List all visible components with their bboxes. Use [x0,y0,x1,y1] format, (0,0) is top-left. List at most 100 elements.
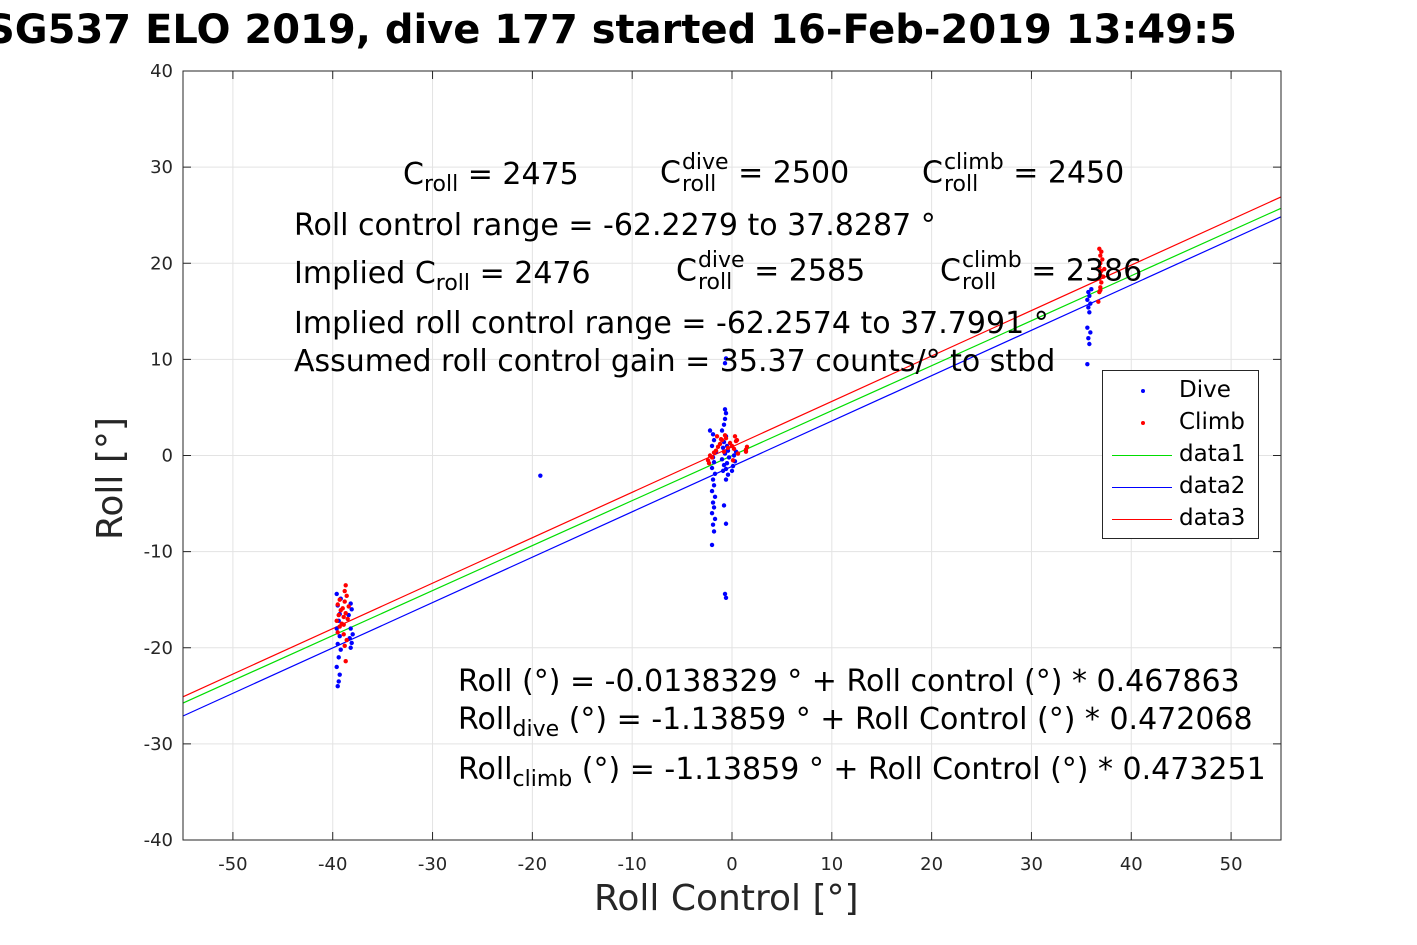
data-point-dive [336,679,341,684]
data-point-climb [336,612,341,618]
data-point-climb [717,441,723,447]
data-point-dive [337,634,342,639]
data-point-dive [1089,287,1094,292]
data-point-dive [1087,310,1092,315]
legend-item-data1: data1 [1103,439,1258,471]
fit-climb-annotation: Rollclimb (°) = -1.13859 ° + Roll Contro… [458,752,1266,792]
data-point-dive [711,460,717,465]
y-axis-label: Roll [°] [90,417,131,540]
data-point-climb [340,606,345,611]
data-point-dive [711,483,717,488]
data-point-dive [723,521,729,526]
data-point-dive [348,645,353,650]
y-tick-label: 20 [150,253,173,274]
data-point-climb [734,437,740,443]
series-points-climb [334,246,1107,664]
data-point-dive [334,591,339,597]
data-point-dive [709,510,715,516]
legend-label-data2: data2 [1179,473,1246,499]
y-tick-label: 40 [150,61,173,82]
data-point-climb [1098,287,1103,293]
data-point-dive [349,607,354,612]
chart-title: SG537 ELO 2019, dive 177 started 16-Feb-… [0,7,1237,53]
data-point-climb [343,659,348,664]
data-point-climb [346,604,351,609]
x-tick-label: -20 [518,854,547,875]
data-point-dive [335,684,340,689]
fit-dive-annotation: Rolldive (°) = -1.13859 ° + Roll Control… [458,702,1253,742]
legend-label-data3: data3 [1179,505,1246,531]
data-point-climb [343,610,348,616]
data-point-climb [732,434,738,439]
data-point-dive [721,422,727,427]
y-tick-label: 30 [150,157,173,178]
data-point-climb [735,451,741,456]
roll-control-range-annotation: Roll control range = -62.2279 to 37.8287… [294,208,936,243]
legend-label-data1: data1 [1179,441,1246,467]
legend-item-climb: Climb [1103,407,1258,439]
data-point-climb [1099,280,1104,285]
data-point-climb [718,436,724,442]
y-tick-label: -30 [144,734,173,755]
data-point-climb [725,445,731,451]
data-point-climb [342,599,347,604]
implied-roll-control-range-annotation: Implied roll control range = -62.2574 to… [294,306,1049,341]
data-point-climb [342,643,347,649]
legend-swatch-climb [1141,421,1145,425]
data-point-dive [348,626,353,631]
x-axis-label: Roll Control [°] [594,878,859,919]
legend-swatch-data1 [1112,455,1172,456]
data-point-dive [722,361,728,366]
data-point-dive [723,356,729,361]
data-point-climb [1096,299,1101,304]
data-point-climb [743,447,749,452]
data-point-climb [730,458,736,463]
data-point-dive [335,641,340,647]
data-point-dive [723,595,729,600]
implied-c-roll-annotation: Implied Croll = 2476 [294,256,591,296]
data-point-dive [721,503,727,508]
data-point-climb [337,597,342,602]
data-point-dive [720,445,726,451]
data-point-climb [714,434,720,439]
legend-item-dive: Dive [1103,375,1258,407]
data-point-dive [538,473,543,478]
x-tick-label: -10 [617,854,646,875]
legend-swatch-data3 [1112,519,1172,520]
data-point-dive [722,416,728,422]
data-point-climb [334,618,339,624]
data-point-climb [344,593,349,599]
data-point-climb [1097,264,1102,270]
data-point-climb [345,616,350,622]
data-point-dive [725,472,731,477]
data-point-climb [342,588,347,594]
y-tick-label: -10 [144,542,173,563]
data-point-dive [711,437,717,443]
data-point-dive [1088,330,1093,335]
data-point-dive [712,471,718,476]
data-point-dive [724,460,730,466]
data-point-dive [349,640,354,646]
data-point-climb [713,448,719,453]
data-point-dive [1085,325,1090,330]
data-point-dive [1087,293,1092,299]
data-point-dive [710,500,716,505]
legend-swatch-dive [1141,389,1145,393]
data-point-dive [337,672,342,677]
data-point-climb [343,583,348,588]
x-tick-label: 0 [726,854,737,875]
data-point-dive [723,466,729,472]
data-point-dive [1086,305,1091,310]
data-point-dive [719,457,725,462]
data-point-dive [710,477,716,482]
data-point-dive [707,428,713,433]
data-point-dive [338,647,343,652]
data-point-climb [706,460,712,466]
legend-label-climb: Climb [1179,409,1245,435]
data-point-dive [709,465,715,471]
data-point-dive [1085,361,1090,367]
x-tick-label: -50 [218,854,247,875]
data-point-dive [712,494,718,500]
c-roll-annotation: Croll = 2475 [403,157,579,197]
